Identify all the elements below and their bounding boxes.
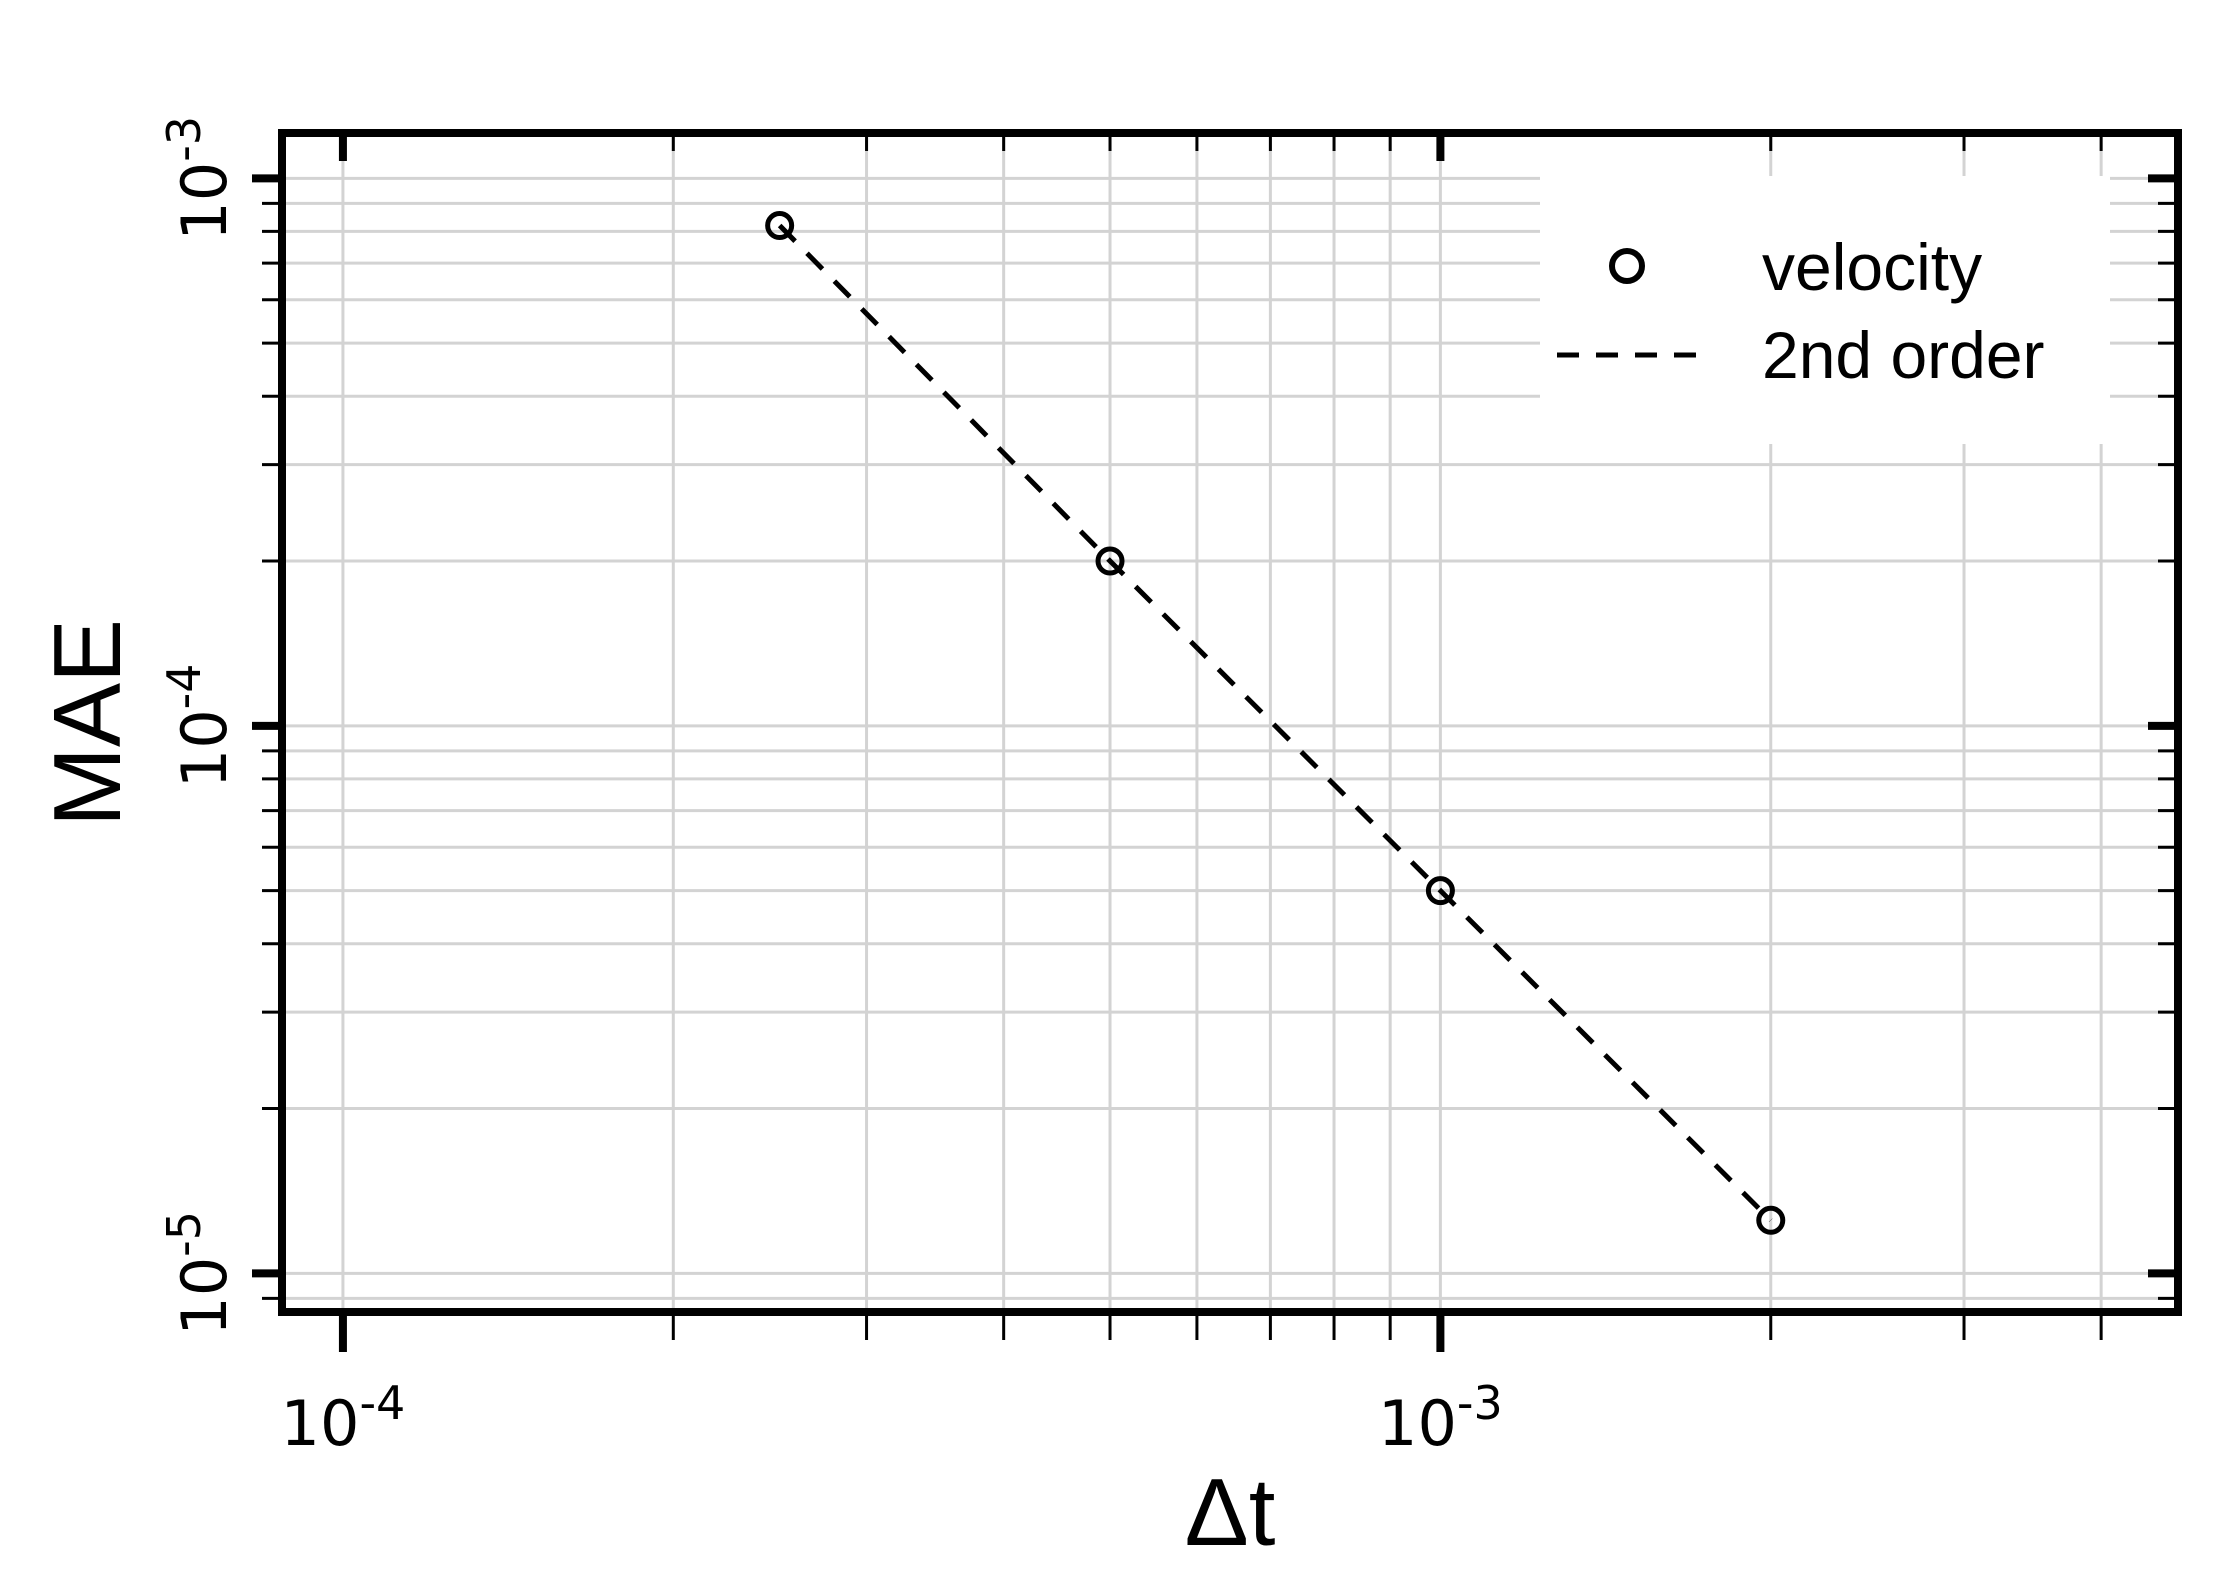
data-point-velocity bbox=[765, 211, 795, 241]
y-tick-label: 10-3 bbox=[157, 116, 241, 241]
series-line-2nd-order bbox=[777, 223, 1773, 1223]
y-tick-label-group: 10-5 bbox=[157, 1211, 241, 1336]
y-tick-label: 10-5 bbox=[157, 1211, 241, 1336]
data-point-velocity bbox=[1756, 1205, 1786, 1235]
y-tick-label: 10-4 bbox=[157, 663, 241, 788]
legend-box bbox=[1540, 176, 2110, 444]
x-tick-label: 10-3 bbox=[1378, 1376, 1503, 1460]
x-axis-title: Δt bbox=[1185, 1459, 1276, 1566]
legend-label-velocity: velocity bbox=[1762, 230, 1982, 304]
legend: velocity 2nd order bbox=[1540, 176, 2110, 444]
data-point-velocity bbox=[1425, 876, 1455, 906]
y-tick-label-group: 10-3 bbox=[157, 116, 241, 241]
legend-velocity-marker bbox=[1609, 248, 1645, 284]
legend-label-2nd-order: 2nd order bbox=[1762, 318, 2045, 392]
data-point-velocity bbox=[1095, 546, 1125, 576]
y-tick-label-group: 10-4 bbox=[157, 663, 241, 788]
y-axis-title: MAE bbox=[34, 619, 141, 827]
grid-lines bbox=[282, 133, 2178, 1312]
axis-ticks: 10-4 10-3 10-5 10-4 10-3 bbox=[157, 116, 2178, 1460]
plot-series bbox=[765, 211, 1786, 1235]
x-tick-label: 10-4 bbox=[281, 1376, 406, 1460]
